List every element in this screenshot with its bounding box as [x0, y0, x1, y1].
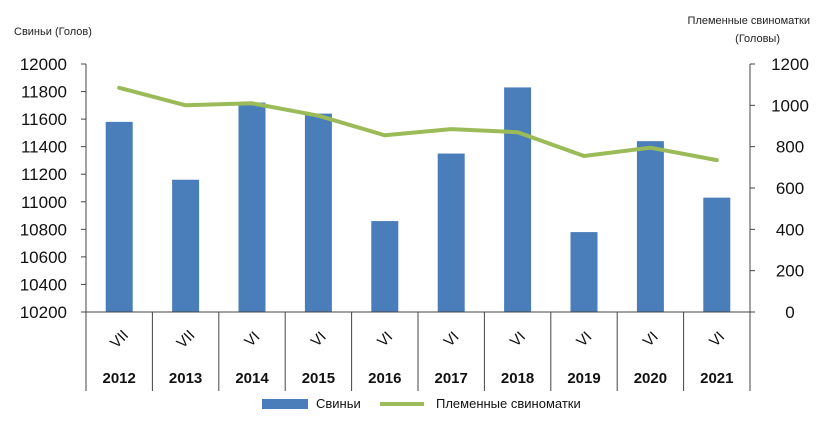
month-label: VI — [241, 328, 263, 350]
y2-tick-label: 800 — [776, 138, 804, 157]
y2-tick-label: 0 — [785, 303, 794, 322]
legend-swatch-bars — [262, 399, 308, 409]
y2-tick-label: 600 — [776, 179, 804, 198]
year-label: 2016 — [368, 370, 401, 387]
y2-tick-label: 1200 — [771, 55, 809, 74]
y2-tick-label: 200 — [776, 262, 804, 281]
month-label: VI — [308, 328, 330, 350]
line-series — [117, 85, 719, 163]
y2-tick-label: 1000 — [771, 96, 809, 115]
y-tick-label: 12000 — [20, 55, 67, 74]
y2-axis-title-line2: (Головы) — [735, 33, 780, 45]
bar-2020 — [636, 141, 664, 312]
y-tick-label: 10200 — [20, 303, 67, 322]
bar-2018 — [504, 87, 532, 312]
bar-2021 — [703, 197, 731, 312]
year-label: 2021 — [700, 370, 733, 387]
year-label: 2015 — [302, 370, 335, 387]
bar-2016 — [371, 221, 399, 312]
y2-tick-label: 400 — [776, 220, 804, 239]
y2-axis-title-line1: Племенные свиноматки — [688, 15, 810, 27]
bar-2017 — [437, 153, 465, 312]
legend-label-line: Племенные свиноматки — [436, 396, 581, 411]
y-tick-label: 11200 — [21, 165, 67, 184]
month-label: VI — [573, 328, 595, 350]
y-axis-ticks: 12000 11800 11600 11400 11200 11000 10800 10600… — [20, 55, 86, 322]
month-label: VI — [507, 328, 529, 350]
bar-2015 — [304, 113, 332, 312]
bar-2014 — [238, 102, 266, 312]
y-tick-label: 10800 — [20, 220, 67, 239]
year-label: 2017 — [435, 370, 468, 387]
year-label: 2013 — [169, 370, 202, 387]
month-label: VI — [441, 328, 463, 350]
y2-axis-ticks: 1200 1000 800 600 400 200 0 — [750, 55, 809, 322]
y-tick-label: 10600 — [20, 248, 67, 267]
year-label: 2020 — [634, 370, 667, 387]
bar-2013 — [172, 179, 200, 312]
month-label: VI — [706, 328, 728, 350]
y-tick-label: 11400 — [21, 138, 67, 157]
legend-label-bars: Свиньи — [316, 396, 361, 411]
bar-series — [105, 87, 731, 312]
month-label: VI — [374, 328, 396, 350]
y-tick-label: 11800 — [21, 83, 67, 102]
category-table: VII 2012 VII 2013 VI 2014 VI 2015 VI 2016 VI 2017 VI… — [85, 312, 751, 391]
year-label: 2014 — [235, 370, 269, 387]
legend: Свиньи Племенные свиноматки — [262, 396, 581, 411]
y-tick-label: 11600 — [21, 110, 67, 129]
y-tick-label: 11000 — [21, 193, 67, 212]
month-label: VII — [173, 327, 198, 352]
year-label: 2012 — [103, 370, 136, 387]
year-label: 2018 — [501, 370, 534, 387]
bar-2019 — [570, 232, 598, 312]
month-label: VI — [640, 328, 662, 350]
y-axis-title: Свиньи (Голов) — [14, 26, 92, 38]
line-breeding-sows — [117, 85, 719, 163]
year-label: 2019 — [567, 370, 600, 387]
month-label: VII — [107, 327, 132, 352]
bar-2012 — [105, 121, 133, 312]
y-tick-label: 10400 — [20, 275, 67, 294]
